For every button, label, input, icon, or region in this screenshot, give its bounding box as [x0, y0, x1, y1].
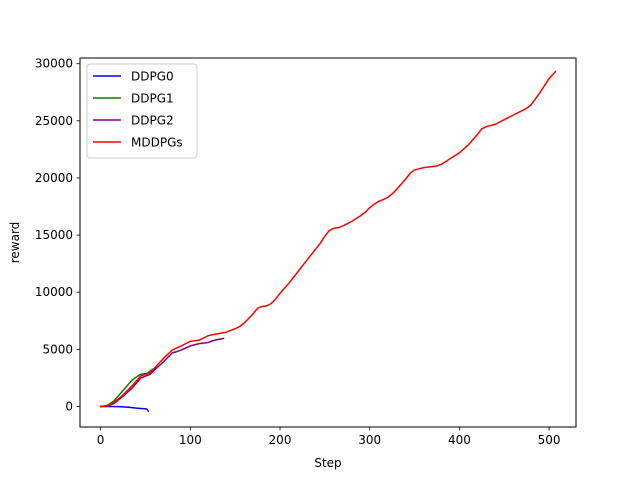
x-tick-label: 200 [269, 433, 292, 447]
x-tick-label: 100 [179, 433, 202, 447]
x-axis-label: Step [314, 456, 341, 470]
legend-label-mddpgs: MDDPGs [131, 136, 183, 150]
y-tick-label: 30000 [35, 57, 73, 71]
x-tick-label: 300 [358, 433, 381, 447]
axes-frame [79, 57, 577, 428]
y-tick-label: 5000 [42, 342, 73, 356]
x-tick-label: 400 [448, 433, 471, 447]
legend-label-ddpg1: DDPG1 [131, 92, 174, 106]
legend-label-ddpg2: DDPG2 [131, 114, 174, 128]
legend-label-ddpg0: DDPG0 [131, 70, 174, 84]
series-line-ddpg1 [99, 367, 156, 408]
x-axis-ticks: 0 100 200 300 400 500 [97, 427, 561, 447]
y-tick-label: 20000 [35, 171, 73, 185]
x-tick-label: 500 [538, 433, 561, 447]
y-axis-label: reward [8, 222, 22, 264]
series-line-mddpgs [99, 70, 557, 408]
y-axis-ticks: 0 5000 10000 15000 20000 25000 30000 [35, 57, 80, 413]
y-tick-label: 10000 [35, 285, 73, 299]
legend: DDPG0 DDPG1 DDPG2 MDDPGs [86, 63, 198, 159]
series-line-ddpg2 [99, 337, 225, 408]
x-tick-label: 0 [97, 433, 105, 447]
plot-area [99, 70, 557, 413]
series-line-ddpg0 [99, 405, 150, 413]
legend-frame [86, 63, 198, 159]
y-tick-label: 25000 [35, 114, 73, 128]
y-tick-label: 15000 [35, 228, 73, 242]
y-tick-label: 0 [65, 399, 73, 413]
